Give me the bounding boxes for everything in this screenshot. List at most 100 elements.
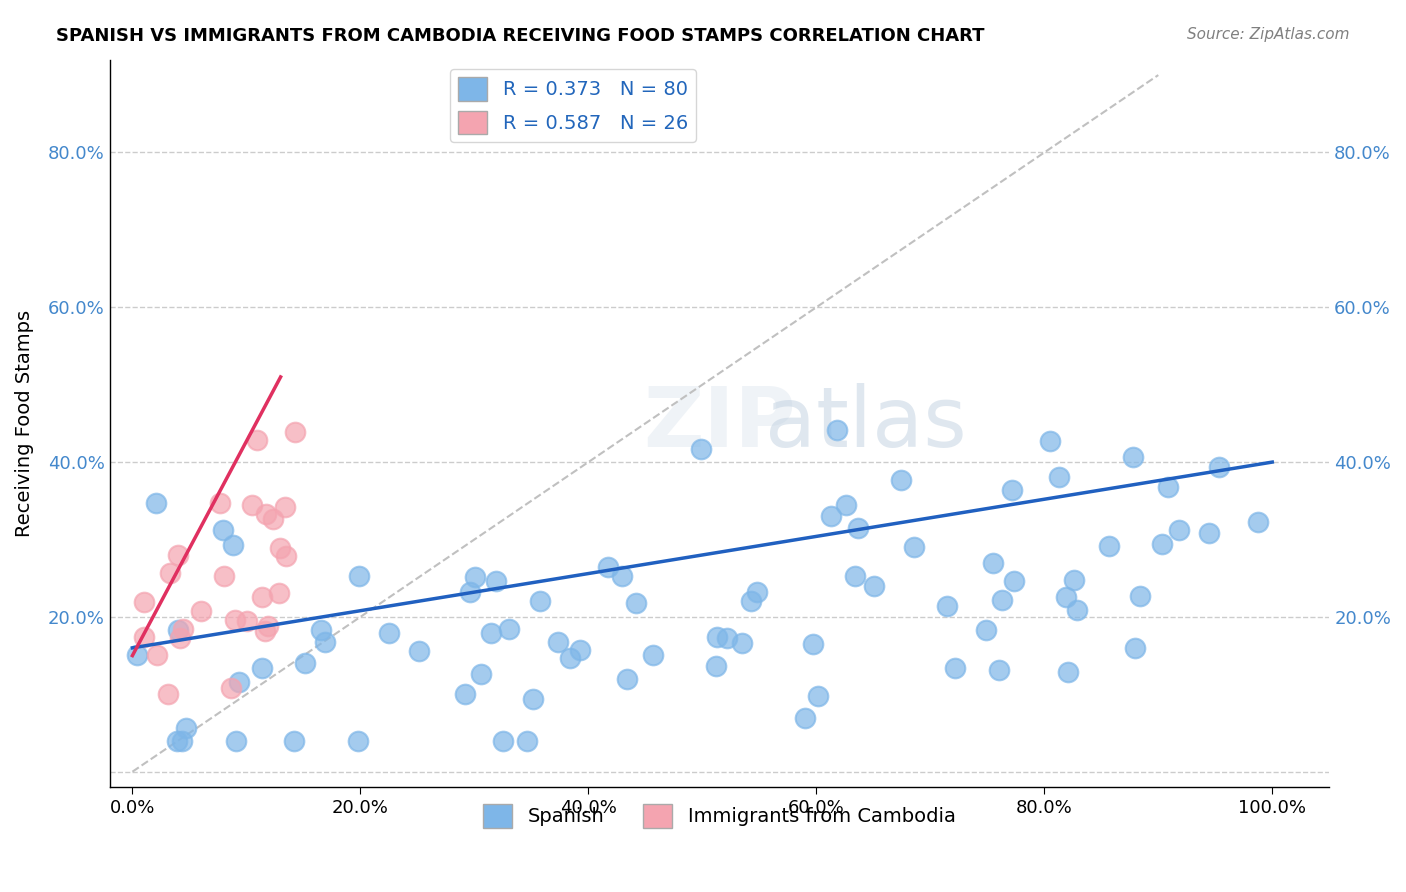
Point [170,733,193,747]
Point [862,579,884,593]
Point [134,630,156,644]
Point [225,733,247,747]
Point [903,540,925,554]
Point [169,631,191,645]
Point [704,659,727,673]
Point [347,733,370,747]
Point [166,733,188,747]
Point [988,663,1011,677]
Point [844,569,866,583]
Point [835,498,858,512]
Point [276,549,298,564]
Point [1167,523,1189,537]
Point [616,673,638,687]
Point [464,570,486,584]
Y-axis label: Receiving Food Stamps: Receiving Food Stamps [15,310,34,537]
Point [485,574,508,588]
Point [228,674,250,689]
Point [492,733,515,747]
Point [156,687,179,701]
Text: ZIP: ZIP [643,383,796,464]
Point [377,626,399,640]
Point [689,442,711,456]
Point [641,648,664,662]
Point [208,496,231,510]
Point [610,568,633,582]
Point [801,637,824,651]
Point [716,631,738,645]
Point [598,560,620,574]
Point [236,614,259,628]
Point [1057,665,1080,679]
Point [190,604,212,618]
Legend: Spanish, Immigrants from Cambodia: Spanish, Immigrants from Cambodia [475,797,963,836]
Point [479,625,502,640]
Point [1047,470,1070,484]
Point [125,648,148,663]
Point [1247,515,1270,529]
Point [890,473,912,487]
Point [745,584,768,599]
Point [568,643,591,657]
Point [294,656,316,670]
Point [560,651,582,665]
Point [1125,640,1147,655]
Point [1198,526,1220,541]
Point [731,636,754,650]
Point [806,689,828,703]
Point [470,666,492,681]
Point [222,538,245,552]
Point [252,590,274,604]
Point [252,661,274,675]
Point [347,569,370,583]
Point [246,433,269,447]
Point [254,507,277,521]
Point [262,511,284,525]
Point [174,721,197,735]
Point [167,623,190,637]
Point [624,596,647,610]
Point [284,425,307,439]
Point [172,622,194,636]
Point [981,556,1004,570]
Point [458,584,481,599]
Point [516,733,538,747]
Point [825,423,848,437]
Point [498,622,520,636]
Text: SPANISH VS IMMIGRANTS FROM CAMBODIA RECEIVING FOOD STAMPS CORRELATION CHART: SPANISH VS IMMIGRANTS FROM CAMBODIA RECE… [56,27,984,45]
Point [1063,573,1085,587]
Point [314,635,336,649]
Point [145,496,167,510]
Point [212,569,235,583]
Point [522,691,544,706]
Point [256,618,278,632]
Point [254,624,277,638]
Point [1122,450,1144,465]
Point [943,661,966,675]
Point [1098,539,1121,553]
Point [269,541,291,556]
Point [547,635,569,649]
Text: atlas: atlas [765,383,967,464]
Point [159,566,181,581]
Point [1208,460,1230,475]
Point [1157,480,1180,494]
Point [309,623,332,637]
Point [529,594,551,608]
Point [454,688,477,702]
Text: Source: ZipAtlas.com: Source: ZipAtlas.com [1187,27,1350,42]
Point [846,521,869,535]
Point [283,733,305,747]
Point [740,594,762,608]
Point [991,592,1014,607]
Point [1054,591,1077,605]
Point [1039,434,1062,448]
Point [1004,574,1026,588]
Point [267,585,290,599]
Point [1066,602,1088,616]
Point [224,613,246,627]
Point [1000,483,1022,497]
Point [274,500,297,515]
Point [242,498,264,512]
Point [820,509,842,524]
